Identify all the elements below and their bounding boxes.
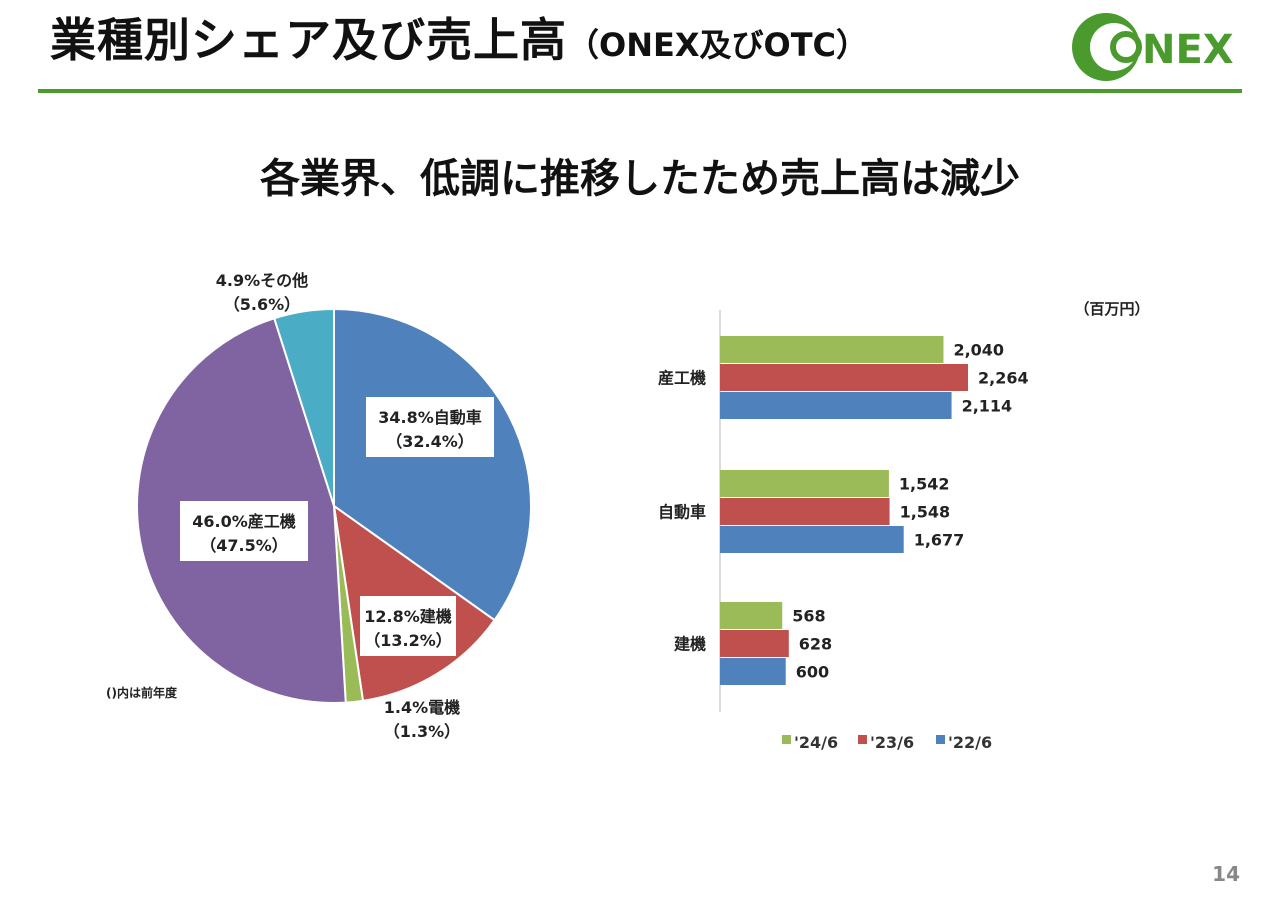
pie-label-prev: （32.4%） <box>386 432 474 451</box>
legend-swatch <box>858 735 867 744</box>
bar-24-0 <box>720 336 944 363</box>
pie-label-value: 46.0%産工機 <box>192 512 296 531</box>
page-title-paren: （ONEX及びOTC） <box>567 26 869 64</box>
bar-value-label: 1,677 <box>914 531 965 550</box>
onex-logo: NEX <box>1072 13 1234 81</box>
bar-groups: 産工機 2,040 2,264 2,114 自動車 1,542 1,548 1,677 建機 56… <box>658 336 1029 685</box>
pie-label-auto: 34.8%自動車 （32.4%） <box>366 397 494 457</box>
pie-note: ()内は前年度 <box>106 685 178 700</box>
legend-item-2: '22/6 <box>936 733 992 752</box>
pie-label-prev: （5.6%） <box>224 295 300 314</box>
sales-bar-chart: （百万円） 産工機 2,040 2,264 2,114 自動車 1,542 1,548 1,6… <box>658 300 1150 752</box>
bar-group-0: 産工機 2,040 2,264 2,114 <box>658 336 1029 419</box>
header-divider <box>38 89 1242 93</box>
bar-23-2 <box>720 630 789 657</box>
bar-unit-label: （百万円） <box>1074 300 1149 318</box>
pie-label-value: 12.8%建機 <box>364 607 452 626</box>
bar-category-label: 産工機 <box>658 369 706 388</box>
page-title-main: 業種別シェア及び売上高 <box>50 13 567 67</box>
bar-legend: '24/6 '23/6 '22/6 <box>782 733 992 752</box>
pie-slice-other <box>272 307 335 507</box>
logo-text: NEX <box>1142 27 1234 73</box>
bar-22-0 <box>720 392 952 419</box>
legend-label: '22/6 <box>948 733 992 752</box>
bar-value-label: 568 <box>792 607 825 626</box>
bar-group-1: 自動車 1,542 1,548 1,677 <box>658 470 964 553</box>
pie-label-value: 34.8%自動車 <box>378 408 482 427</box>
legend-label: '23/6 <box>870 733 914 752</box>
bar-24-2 <box>720 602 783 629</box>
bar-value-label: 2,114 <box>962 397 1013 416</box>
legend-swatch <box>936 735 945 744</box>
pie-labels: 34.8%自動車 （32.4%） 12.8%建機 （13.2%） 1.4%電機 （1.3%… <box>106 271 494 741</box>
page-title: 業種別シェア及び売上高（ONEX及びOTC） <box>50 4 868 70</box>
logo-o-ring <box>1110 31 1142 63</box>
pie-label-prev: （13.2%） <box>364 631 452 650</box>
pie-label-electric: 1.4%電機 （1.3%） <box>384 698 460 741</box>
bar-value-label: 2,040 <box>953 341 1004 360</box>
bar-value-label: 600 <box>796 663 829 682</box>
pie-label-prev: （47.5%） <box>200 536 288 555</box>
pie-label-box <box>366 397 494 457</box>
legend-label: '24/6 <box>794 733 838 752</box>
bar-24-1 <box>720 470 889 497</box>
pie-label-value: 4.9%その他 <box>216 271 308 290</box>
share-pie-chart: 34.8%自動車 （32.4%） 12.8%建機 （13.2%） 1.4%電機 （1.3%… <box>106 271 532 741</box>
bar-value-label: 2,264 <box>978 369 1029 388</box>
bar-value-label: 1,548 <box>900 503 951 522</box>
slide-subtitle: 各業界、低調に推移したため売上高は減少 <box>260 156 1020 202</box>
bar-category-label: 自動車 <box>658 503 706 522</box>
bar-22-2 <box>720 658 786 685</box>
bar-23-1 <box>720 498 890 525</box>
bar-22-1 <box>720 526 904 553</box>
page-number: 14 <box>1212 862 1240 886</box>
pie-label-box <box>360 596 456 656</box>
pie-label-other: 4.9%その他 （5.6%） <box>216 271 308 314</box>
bar-category-label: 建機 <box>674 635 706 654</box>
pie-slice-auto <box>333 307 532 622</box>
pie-label-box <box>180 501 308 561</box>
legend-item-0: '24/6 <box>782 733 838 752</box>
pie-label-value: 1.4%電機 <box>384 698 460 717</box>
bar-value-label: 1,542 <box>899 475 950 494</box>
pie-label-construction: 12.8%建機 （13.2%） <box>360 596 456 656</box>
bar-value-label: 628 <box>799 635 832 654</box>
bar-23-0 <box>720 364 968 391</box>
pie-label-industrial: 46.0%産工機 （47.5%） <box>180 501 308 561</box>
pie-label-prev: （1.3%） <box>384 722 460 741</box>
bar-group-2: 建機 568 628 600 <box>674 602 832 685</box>
legend-swatch <box>782 735 791 744</box>
legend-item-1: '23/6 <box>858 733 914 752</box>
